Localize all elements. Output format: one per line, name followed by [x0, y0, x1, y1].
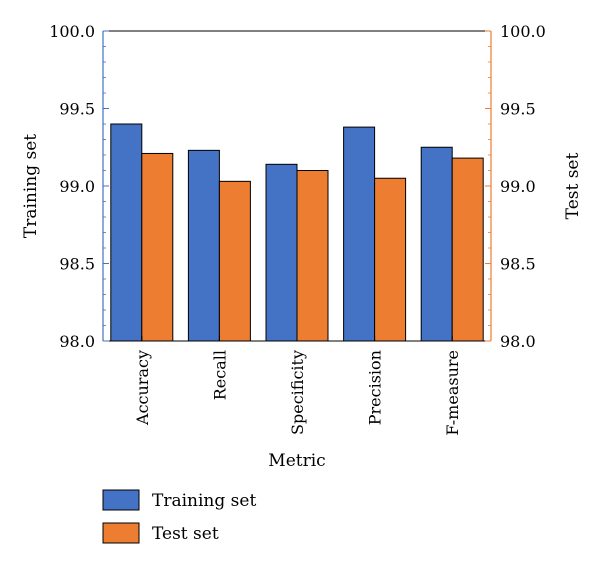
left-tick-label: 99.0 — [59, 177, 95, 196]
bar-test-set-f-measure — [451, 157, 484, 342]
x-axis-label: Metric — [268, 451, 325, 471]
y-axis-label-right: Test set — [563, 153, 583, 220]
bar-test-set-recall — [218, 180, 251, 342]
right-tick-label: 98.5 — [500, 255, 536, 274]
legend: Training set Test set — [102, 489, 256, 544]
bar-training-set-precision — [343, 126, 376, 342]
left-tick-label: 98.5 — [59, 255, 95, 274]
bar-test-set-precision — [374, 177, 407, 342]
legend-swatch-training-set — [102, 489, 140, 511]
left-tick-label: 98.0 — [59, 332, 95, 351]
bar-test-set-specificity — [296, 170, 329, 342]
bar-training-set-specificity — [265, 163, 298, 342]
right-axis-ticks: 98.0 98.5 99.0 99.5 100.0 — [485, 22, 546, 351]
right-tick-label: 98.0 — [500, 332, 536, 351]
left-tick-label: 100.0 — [49, 22, 95, 41]
left-axis-ticks: 98.0 98.5 99.0 99.5 100.0 — [49, 22, 109, 351]
right-tick-label: 99.0 — [500, 177, 536, 196]
left-tick-label: 99.5 — [59, 100, 95, 119]
legend-label-training-set: Training set — [152, 491, 256, 511]
legend-label-test-set: Test set — [152, 524, 219, 544]
bar-training-set-recall — [187, 149, 220, 342]
x-axis-ticks: Accuracy Recall Specificity Precision F-meas… — [133, 336, 462, 436]
bar-training-set-accuracy — [110, 123, 143, 342]
bar-test-set-accuracy — [141, 152, 174, 342]
x-tick-label-specificity: Specificity — [288, 350, 307, 435]
x-tick-label-f-measure: F-measure — [443, 350, 462, 436]
x-tick-label-precision: Precision — [366, 350, 385, 425]
bar-training-set-f-measure — [420, 146, 453, 342]
x-tick-label-recall: Recall — [210, 350, 229, 400]
right-tick-label: 99.5 — [500, 100, 536, 119]
right-tick-label: 100.0 — [500, 22, 546, 41]
y-axis-label-left: Training set — [21, 134, 41, 238]
legend-swatch-test-set — [102, 522, 140, 544]
x-tick-label-accuracy: Accuracy — [133, 350, 152, 426]
bars-layer — [110, 123, 484, 342]
